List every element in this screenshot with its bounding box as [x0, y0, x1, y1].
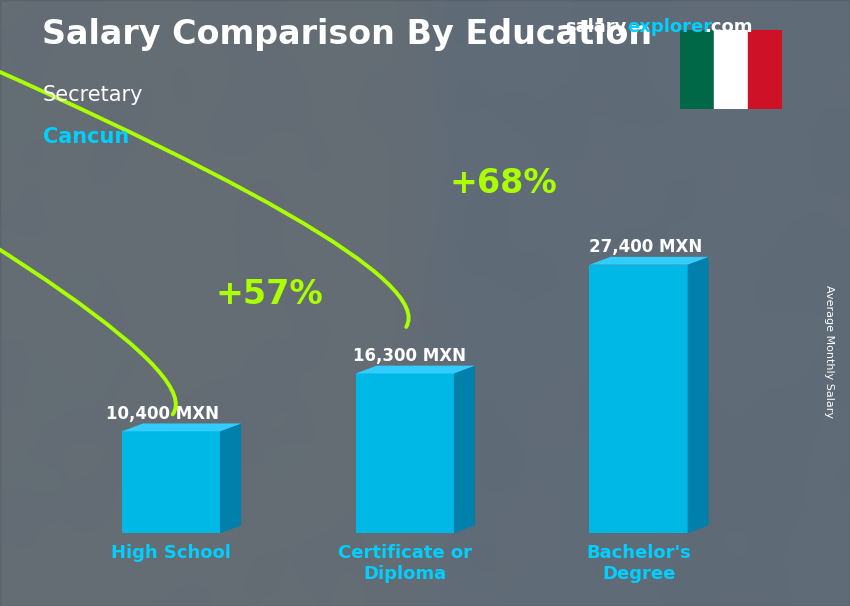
Text: salary: salary: [565, 18, 626, 36]
Text: +57%: +57%: [215, 278, 323, 311]
Text: .com: .com: [704, 18, 752, 36]
Bar: [748, 30, 782, 109]
Bar: [714, 30, 748, 109]
Polygon shape: [220, 424, 241, 533]
Text: explorer: explorer: [627, 18, 712, 36]
Text: Average Monthly Salary: Average Monthly Salary: [824, 285, 834, 418]
Polygon shape: [688, 257, 709, 533]
Polygon shape: [590, 265, 688, 533]
Polygon shape: [355, 373, 454, 533]
Text: +68%: +68%: [449, 167, 557, 200]
Polygon shape: [355, 365, 475, 373]
Text: 10,400 MXN: 10,400 MXN: [105, 405, 218, 422]
Text: 27,400 MXN: 27,400 MXN: [590, 238, 703, 256]
Polygon shape: [454, 365, 475, 533]
Text: Salary Comparison By Education: Salary Comparison By Education: [42, 18, 653, 51]
Polygon shape: [122, 431, 220, 533]
Text: Secretary: Secretary: [42, 85, 143, 105]
Text: Cancun: Cancun: [42, 127, 128, 147]
Text: 16,300 MXN: 16,300 MXN: [354, 347, 467, 365]
Bar: [680, 30, 714, 109]
Polygon shape: [590, 257, 709, 265]
Polygon shape: [122, 424, 241, 431]
